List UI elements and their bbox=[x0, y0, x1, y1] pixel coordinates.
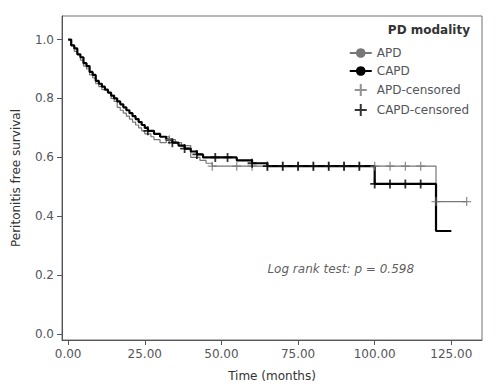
svg-text:0.00: 0.00 bbox=[55, 347, 82, 361]
svg-text:0.6: 0.6 bbox=[35, 150, 54, 164]
svg-text:CAPD-censored: CAPD-censored bbox=[377, 103, 469, 117]
svg-text:0.8: 0.8 bbox=[35, 91, 54, 105]
svg-text:0.4: 0.4 bbox=[35, 209, 54, 223]
svg-text:125.00: 125.00 bbox=[430, 347, 472, 361]
svg-text:APD-censored: APD-censored bbox=[377, 83, 461, 97]
svg-text:25.00: 25.00 bbox=[128, 347, 162, 361]
svg-text:75.00: 75.00 bbox=[281, 347, 315, 361]
svg-text:Peritonitis free survival: Peritonitis free survival bbox=[9, 109, 23, 247]
svg-text:50.00: 50.00 bbox=[204, 347, 238, 361]
svg-text:0.0: 0.0 bbox=[35, 327, 54, 341]
svg-text:100.00: 100.00 bbox=[354, 347, 396, 361]
svg-text:0.2: 0.2 bbox=[35, 268, 54, 282]
svg-text:PD modality: PD modality bbox=[388, 23, 470, 37]
svg-text:Log rank test: p = 0.598: Log rank test: p = 0.598 bbox=[267, 262, 414, 276]
svg-text:CAPD: CAPD bbox=[377, 64, 410, 78]
svg-text:APD: APD bbox=[377, 46, 402, 60]
svg-text:Time (months): Time (months) bbox=[227, 369, 316, 383]
svg-text:1.0: 1.0 bbox=[35, 33, 54, 47]
